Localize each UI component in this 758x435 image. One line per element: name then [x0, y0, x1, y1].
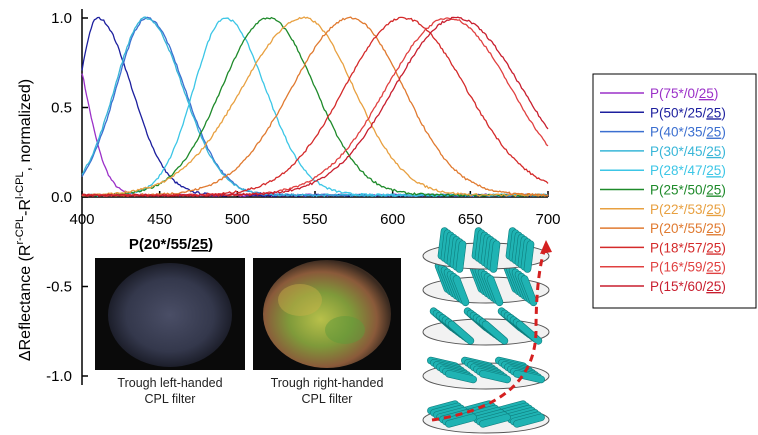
legend-label: P(40*/35/25)	[650, 125, 726, 140]
y-tick-label: 1.0	[51, 10, 72, 27]
legend-item: P(16*/59/25)	[600, 260, 726, 275]
x-tick-label: 700	[535, 211, 560, 228]
legend-label: P(50*/25/25)	[650, 105, 726, 120]
x-tick-label: 400	[69, 211, 94, 228]
helix-arrow	[431, 245, 548, 422]
plot-axes: 1.0 0.5 0.0 -0.5 -1.0 400 450 500 550 600 650 700	[46, 9, 561, 385]
legend-label: P(75*/0/25)	[650, 86, 718, 101]
series-line-6	[81, 16, 548, 198]
y-tick-label: 0.5	[51, 100, 72, 117]
helix-arrowhead	[540, 240, 552, 254]
y-tick-label: 0.0	[51, 189, 72, 206]
helix-layer	[422, 261, 550, 307]
legend-label: P(30*/45/25)	[650, 144, 726, 159]
series-line-8	[81, 16, 549, 197]
series-line-2	[81, 16, 549, 198]
x-tick-label: 600	[380, 211, 405, 228]
legend-item: P(28*/47/25)	[600, 163, 726, 178]
legend-item: P(25*/50/25)	[600, 183, 726, 198]
photo-right-caption-line1: Trough right-handed	[271, 376, 384, 390]
legend-label: P(22*/53/25)	[650, 202, 726, 217]
x-tick-label: 500	[225, 211, 250, 228]
legend-item: P(18*/57/25)	[600, 240, 726, 255]
helix-layer	[422, 227, 550, 273]
helix-layer	[422, 356, 550, 390]
photo-left-caption-line2: CPL filter	[145, 392, 196, 406]
legend-label: P(15*/60/25)	[650, 279, 726, 294]
helix-layer	[422, 400, 550, 434]
series-line-4	[81, 16, 548, 198]
y-tick-label: -1.0	[46, 368, 72, 385]
photo-left-caption-line1: Trough left-handed	[117, 376, 222, 390]
sample-title: P(20*/55/25)	[129, 236, 213, 253]
legend-label: P(20*/55/25)	[650, 221, 726, 236]
photo-right-caption-line2: CPL filter	[302, 392, 353, 406]
legend: P(75*/0/25) P(50*/25/25) P(40*/35/25) P(30*…	[592, 73, 757, 309]
series-line-3	[81, 16, 549, 198]
legend-item: P(30*/45/25)	[600, 144, 726, 159]
legend-item: P(20*/55/25)	[600, 221, 726, 236]
helix-schematic	[422, 227, 552, 434]
y-axis-label: ΔReflectance (Rr-CPL-Rl-CPL, normalized)	[14, 79, 34, 361]
legend-label: P(16*/59/25)	[650, 260, 726, 275]
x-tick-label: 450	[147, 211, 172, 228]
series-line-5	[81, 17, 549, 198]
legend-item: P(40*/35/25)	[600, 125, 726, 140]
photo-left-handed-filter	[95, 258, 245, 370]
series-line-10	[81, 17, 549, 198]
legend-label: P(28*/47/25)	[650, 163, 726, 178]
series-layer	[81, 16, 549, 198]
photo-right-handed-filter	[253, 258, 401, 370]
legend-item: P(22*/53/25)	[600, 202, 726, 217]
series-line-7	[81, 16, 549, 198]
legend-label: P(25*/50/25)	[650, 183, 726, 198]
y-tick-label: -0.5	[46, 279, 72, 296]
series-line-11	[81, 16, 549, 198]
legend-item: P(75*/0/25)	[600, 86, 718, 101]
x-tick-label: 650	[458, 211, 483, 228]
legend-item: P(50*/25/25)	[600, 105, 726, 120]
legend-label: P(18*/57/25)	[650, 240, 726, 255]
x-tick-label: 550	[302, 211, 327, 228]
series-line-9	[81, 16, 549, 198]
legend-item: P(15*/60/25)	[600, 279, 726, 294]
helix-layer	[422, 307, 550, 346]
